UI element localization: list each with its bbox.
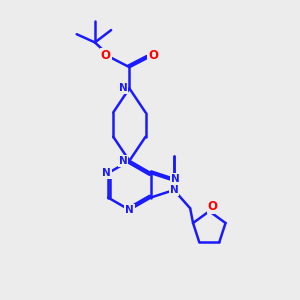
Text: O: O xyxy=(148,49,158,62)
Text: N: N xyxy=(118,156,127,166)
Text: N: N xyxy=(125,205,134,215)
Text: N: N xyxy=(171,174,180,184)
Text: N: N xyxy=(102,168,111,178)
Text: O: O xyxy=(101,49,111,62)
Text: N: N xyxy=(118,83,127,93)
Text: O: O xyxy=(208,200,218,213)
Text: N: N xyxy=(169,185,178,195)
